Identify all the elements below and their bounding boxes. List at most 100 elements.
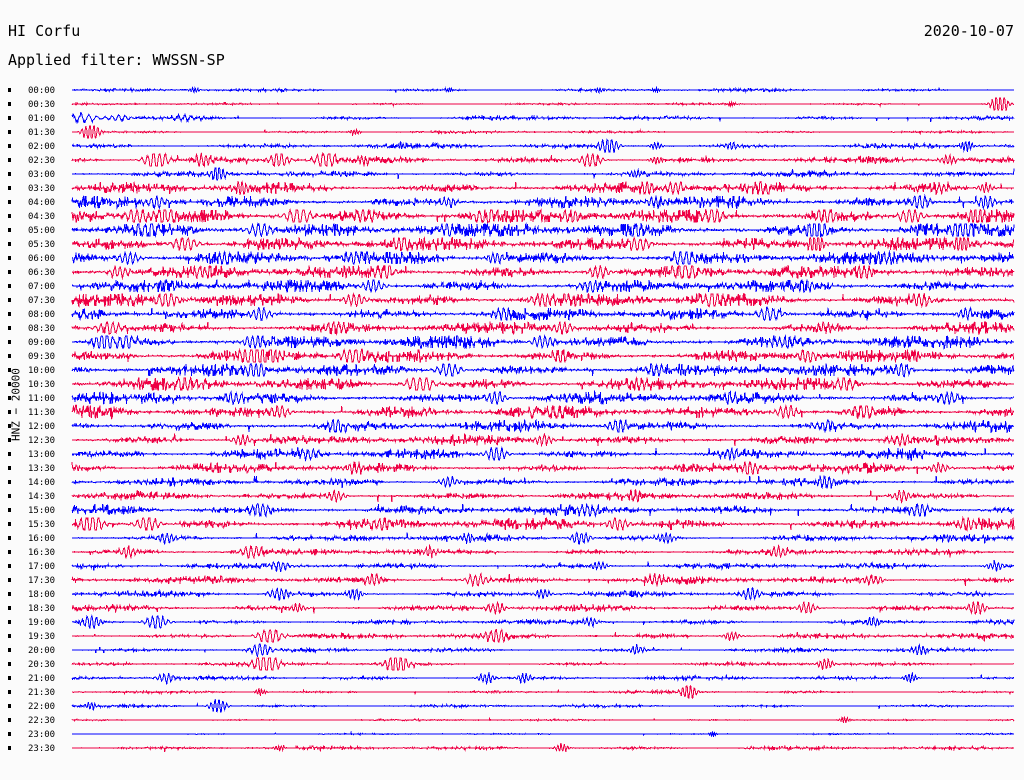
trace-line bbox=[71, 362, 1015, 378]
trace-line bbox=[71, 167, 1015, 181]
record-date: 2020-10-07 bbox=[923, 22, 1014, 40]
row-tick bbox=[8, 396, 11, 400]
trace-line bbox=[71, 418, 1015, 434]
trace-line bbox=[72, 586, 1014, 602]
row-tick bbox=[8, 354, 11, 358]
time-tick-label: 17:30 bbox=[28, 576, 55, 586]
row-tick bbox=[8, 326, 11, 330]
trace-line bbox=[72, 125, 1015, 139]
trace-line bbox=[71, 278, 1015, 293]
time-tick-label: 02:00 bbox=[28, 142, 55, 152]
row-tick bbox=[8, 550, 11, 554]
time-tick-label: 11:30 bbox=[28, 408, 55, 418]
trace-line bbox=[71, 560, 1015, 573]
row-tick bbox=[8, 200, 11, 204]
trace-line bbox=[71, 475, 1015, 490]
trace-line bbox=[71, 657, 1014, 671]
row-tick bbox=[8, 452, 11, 456]
time-tick-label: 15:00 bbox=[28, 506, 55, 516]
time-tick-label: 18:30 bbox=[28, 604, 55, 614]
time-tick-label: 12:30 bbox=[28, 436, 55, 446]
time-tick-label: 07:30 bbox=[28, 296, 55, 306]
row-tick bbox=[8, 368, 11, 372]
row-tick bbox=[8, 130, 11, 134]
trace-line bbox=[71, 334, 1015, 350]
applied-filter-label: Applied filter: WWSSN-SP bbox=[8, 51, 225, 69]
trace-line bbox=[71, 292, 1015, 308]
row-tick bbox=[8, 256, 11, 260]
time-tick-label: 19:30 bbox=[28, 632, 55, 642]
trace-line bbox=[71, 138, 1015, 153]
trace-line bbox=[71, 516, 1015, 532]
trace-line bbox=[71, 730, 1015, 738]
time-tick-label: 18:00 bbox=[28, 590, 55, 600]
row-tick bbox=[8, 536, 11, 540]
time-tick-label: 07:00 bbox=[28, 282, 55, 292]
time-tick-label: 03:00 bbox=[28, 170, 55, 180]
time-tick-label: 08:30 bbox=[28, 324, 55, 334]
row-tick bbox=[8, 466, 11, 470]
row-tick bbox=[8, 438, 11, 442]
row-tick bbox=[8, 158, 11, 162]
trace-line bbox=[71, 97, 1015, 113]
time-tick-label: 10:00 bbox=[28, 366, 55, 376]
time-tick-label: 03:30 bbox=[28, 184, 55, 194]
row-tick bbox=[8, 410, 11, 414]
trace-line bbox=[71, 207, 1015, 224]
row-tick bbox=[8, 690, 11, 694]
time-tick-label: 15:30 bbox=[28, 520, 55, 530]
time-tick-label: 01:30 bbox=[28, 128, 55, 138]
time-tick-label: 21:00 bbox=[28, 674, 55, 684]
time-tick-label: 05:00 bbox=[28, 226, 55, 236]
row-tick bbox=[8, 522, 11, 526]
row-tick bbox=[8, 494, 11, 498]
row-tick bbox=[8, 634, 11, 638]
time-tick-label: 00:30 bbox=[28, 100, 55, 110]
trace-line bbox=[71, 193, 1015, 211]
time-tick-label: 23:00 bbox=[28, 730, 55, 740]
trace-line bbox=[71, 249, 1014, 266]
time-tick-label: 23:30 bbox=[28, 744, 55, 754]
row-tick bbox=[8, 228, 11, 232]
row-tick bbox=[8, 704, 11, 708]
time-tick-label: 20:00 bbox=[28, 646, 55, 656]
time-tick-label: 04:30 bbox=[28, 212, 55, 222]
seismogram-plot: 00:00 00:30 01:00 01:30 02:00 02:30 03:00 03:30… bbox=[0, 78, 1024, 768]
row-tick bbox=[8, 662, 11, 666]
row-tick bbox=[8, 270, 11, 274]
trace-line bbox=[71, 684, 1015, 700]
time-tick-label: 09:00 bbox=[28, 338, 55, 348]
trace-line bbox=[71, 221, 1015, 239]
trace-line bbox=[72, 375, 1014, 392]
time-tick-label: 02:30 bbox=[28, 156, 55, 166]
trace-line bbox=[71, 672, 1015, 686]
time-tick-label: 06:30 bbox=[28, 268, 55, 278]
trace-line bbox=[71, 543, 1015, 560]
row-tick bbox=[8, 718, 11, 722]
row-tick bbox=[8, 732, 11, 736]
time-tick-label: 22:30 bbox=[28, 716, 55, 726]
row-tick bbox=[8, 746, 11, 750]
station-title: HI Corfu bbox=[8, 22, 81, 40]
time-tick-label: 16:30 bbox=[28, 548, 55, 558]
row-tick bbox=[8, 480, 11, 484]
row-tick bbox=[8, 620, 11, 624]
time-tick-label: 09:30 bbox=[28, 352, 55, 362]
trace-line bbox=[71, 389, 1015, 406]
time-tick-label: 05:30 bbox=[28, 240, 55, 250]
time-tick-label: 17:00 bbox=[28, 562, 55, 572]
trace-line bbox=[71, 502, 1015, 518]
trace-line bbox=[71, 86, 1014, 95]
trace-line bbox=[71, 488, 1015, 504]
trace-line bbox=[71, 152, 1015, 168]
time-tick-label: 20:30 bbox=[28, 660, 55, 670]
time-tick-label: 21:30 bbox=[28, 688, 55, 698]
trace-line bbox=[71, 432, 1015, 448]
time-tick-label: 12:00 bbox=[28, 422, 55, 432]
time-tick-label: 16:00 bbox=[28, 534, 55, 544]
time-tick-label: 14:00 bbox=[28, 478, 55, 488]
trace-line bbox=[72, 235, 1015, 252]
time-tick-label: 22:00 bbox=[28, 702, 55, 712]
time-tick-label: 14:30 bbox=[28, 492, 55, 502]
